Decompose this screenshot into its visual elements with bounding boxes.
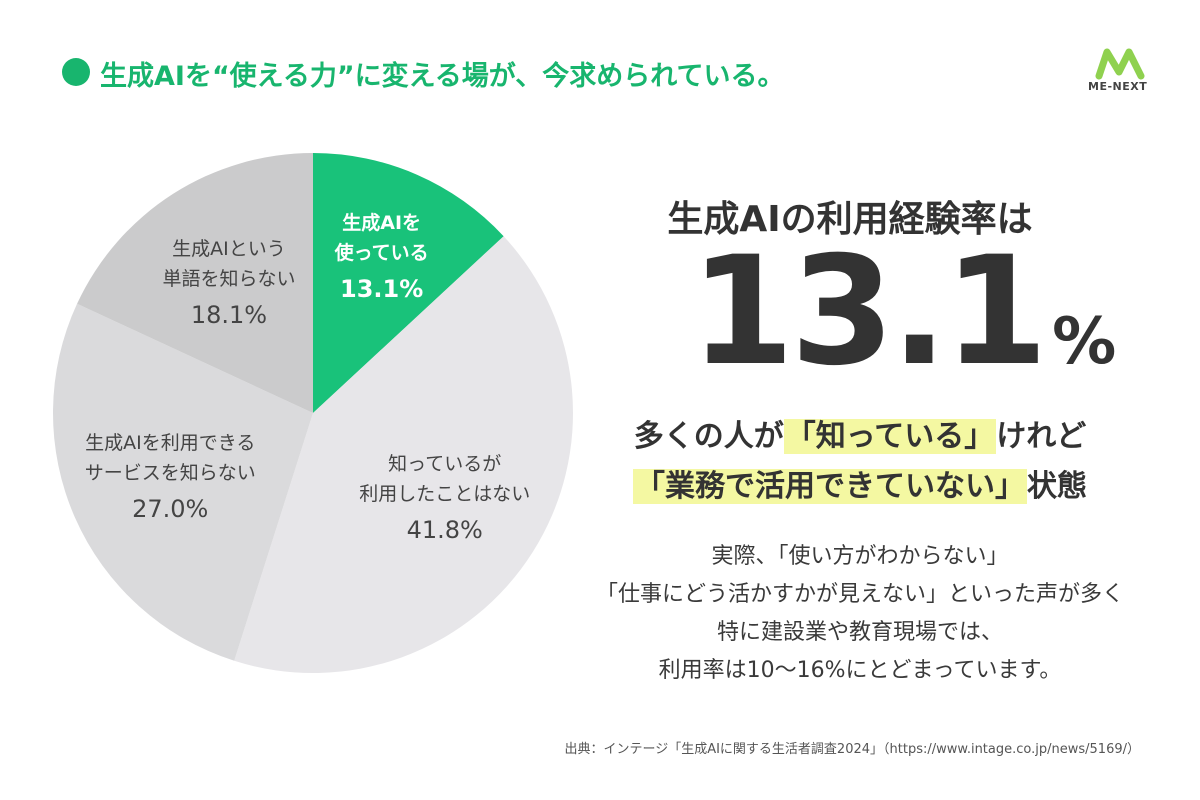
highlight-number: 13.1 — [690, 225, 1048, 399]
headline-line: 多くの人が「知っている」けれど — [560, 412, 1160, 462]
pie-slice — [313, 153, 504, 413]
highlight-number-box: 13.1% — [690, 225, 1116, 399]
pie-chart — [52, 153, 574, 673]
slice-category: 生成AIを利用できる サービスを知らない — [84, 431, 256, 484]
slice-category: 生成AIを 使っている — [334, 211, 429, 264]
headline-line: 「業務で活用できていない」状態 — [560, 462, 1160, 512]
highlight-label: 生成AIの利用経験率は — [667, 199, 1033, 240]
slice-label: 生成AIという 単語を知らない 18.1% — [162, 234, 295, 330]
pie-slice — [234, 236, 574, 673]
slice-label: 生成AIを利用できる サービスを知らない 27.0% — [85, 428, 256, 524]
logo: ME-NEXT — [1088, 80, 1148, 93]
slice-value: 41.8% — [406, 515, 483, 544]
slice-category: 知っているが 利用したことはない — [359, 452, 531, 505]
slice-category: 生成AIという 単語を知らない — [162, 237, 296, 290]
headline-segment: 「知っている」 — [783, 419, 997, 454]
slice-label: 生成AIを 使っている 13.1% — [335, 208, 429, 304]
body-line: 利用率は10〜16%にとどまっています。 — [658, 658, 1062, 683]
headline: 多くの人が「知っている」けれど 「業務で活用できていない」状態 — [560, 412, 1160, 512]
title-dot — [62, 58, 90, 86]
headline-segment: 「業務で活用できていない」 — [633, 469, 1027, 504]
pie-slice — [77, 153, 313, 413]
body-line: 「仕事にどう活かすかが見えない」といった声が多く — [595, 582, 1124, 607]
body-line: 特に建設業や教育現場では、 — [716, 620, 1003, 645]
headline-segment: けれど — [996, 419, 1087, 454]
body-line: 実際、「使い方がわからない」 — [711, 544, 1009, 569]
slice-label: 知っているが 利用したことはない 41.8% — [359, 449, 530, 545]
slice-value: 13.1% — [340, 274, 424, 303]
slice-value: 27.0% — [132, 494, 209, 523]
headline-segment: 多くの人が — [633, 419, 784, 454]
title: 生成AIを“使える力”に変える場が、今求められている。 — [100, 61, 785, 92]
body: 実際、「使い方がわからない」「仕事にどう活かすかが見えない」といった声が多く 特に… — [540, 538, 1180, 690]
source: 出典：インテージ「生成AIに関する生活者調査2024」（https://www.… — [564, 742, 1140, 757]
highlight-unit: % — [1052, 305, 1117, 379]
headline-segment: 状態 — [1027, 469, 1087, 504]
logo-mark — [1095, 48, 1145, 80]
slice-value: 18.1% — [190, 300, 268, 329]
pie-slice — [52, 303, 314, 661]
